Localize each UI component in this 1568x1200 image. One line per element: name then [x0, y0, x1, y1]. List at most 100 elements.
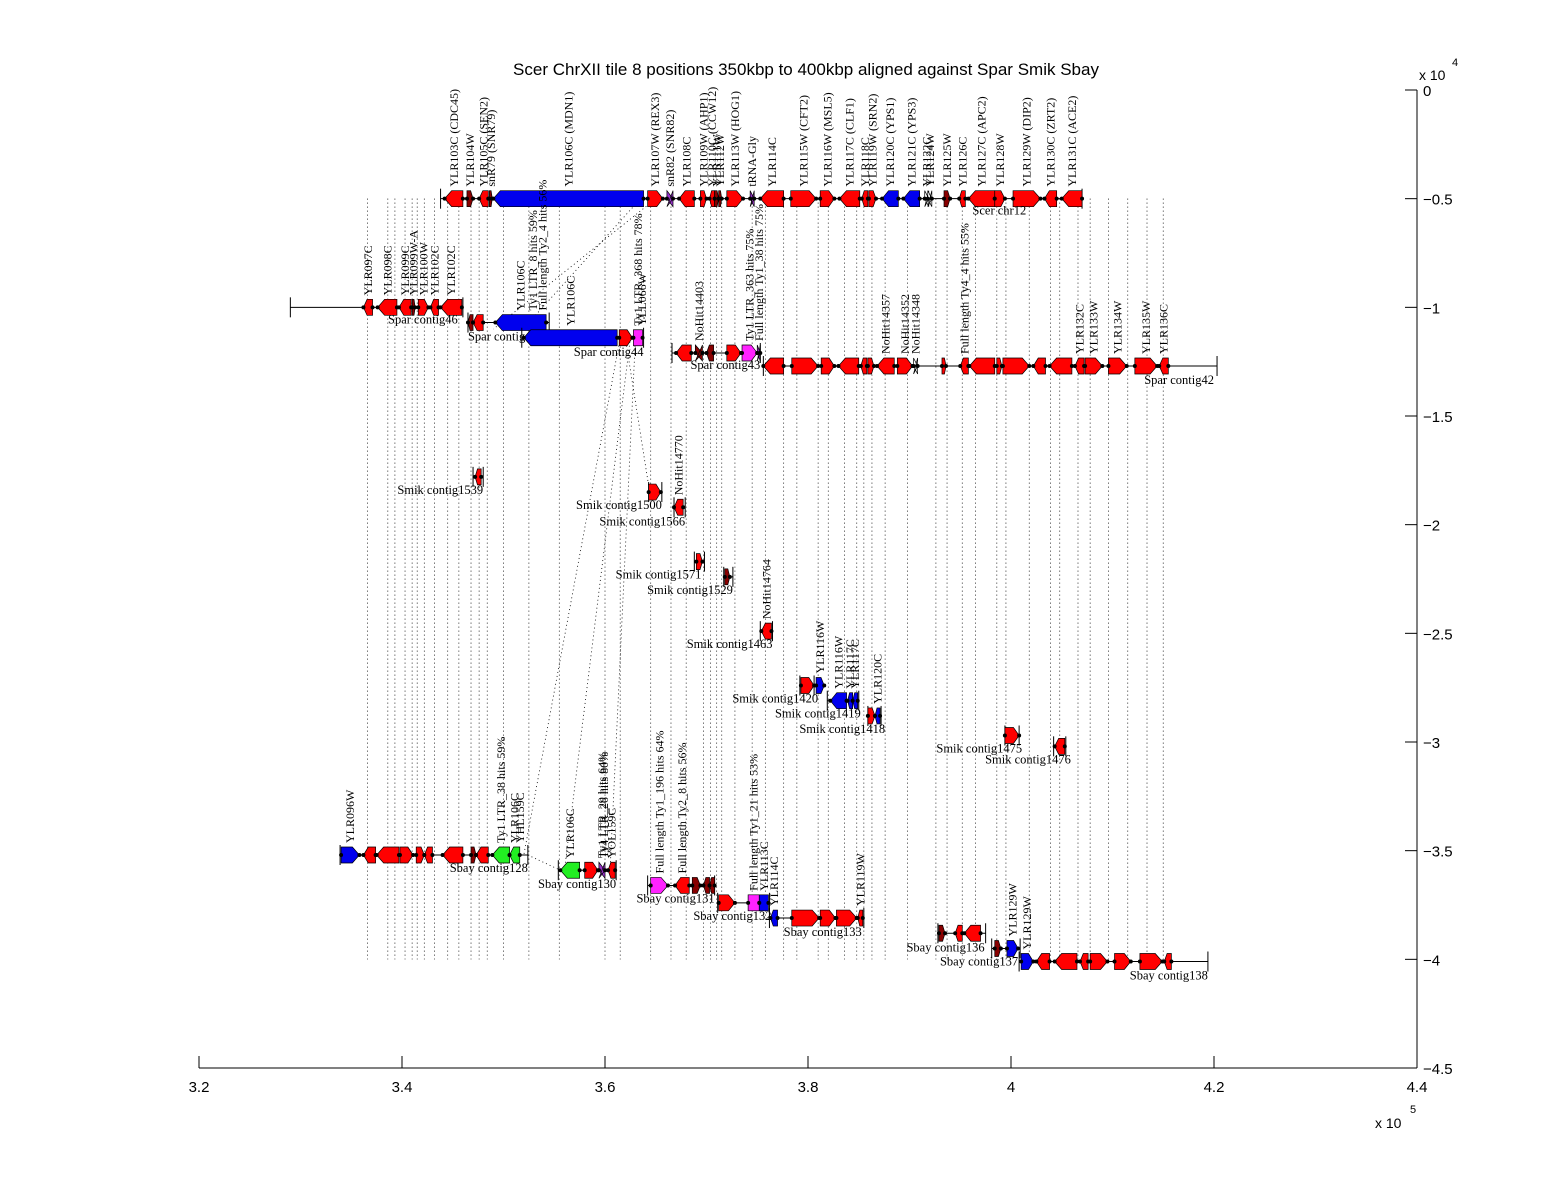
- x-multiplier: x 10: [1375, 1115, 1402, 1131]
- contig: NoHit14764 Smik contig1463: [687, 559, 774, 651]
- gene-label: NoHit14403: [692, 281, 706, 341]
- gene-label: YLR120C (YPS1): [883, 98, 897, 187]
- gene-end-marker: [1043, 364, 1048, 369]
- gene-label: YLR108C: [680, 137, 694, 187]
- gene-start-marker: [953, 931, 958, 936]
- gene-start-marker: [1031, 364, 1036, 369]
- gene-start-marker: [677, 196, 682, 201]
- gene-start-marker: [339, 853, 344, 858]
- gene-start-marker: [471, 320, 476, 325]
- gene-start-marker: [895, 364, 900, 369]
- contig-label: Spar contig46: [388, 312, 458, 326]
- gene-end-marker: [1069, 364, 1074, 369]
- gene-label: YLR126C: [955, 137, 969, 187]
- gene-end-marker: [1169, 959, 1174, 964]
- contig-label: Smik contig1566: [599, 514, 685, 528]
- gene-label: YLR131C (ACE2): [1065, 96, 1079, 187]
- gene-end-marker: [660, 196, 665, 201]
- contig: YLR097C YLR098C YLR099CYLR099W-AYLR100WYLR…: [289, 230, 464, 326]
- gene-start-marker: [865, 364, 870, 369]
- cross-link: [624, 337, 651, 493]
- contig: YLR114C YLR119W Sbay contig133: [767, 852, 867, 939]
- contig-label: Smik contig1420: [732, 691, 818, 705]
- gene-label: YLR113W (HOG1): [728, 91, 742, 187]
- gene-end-marker: [692, 196, 697, 201]
- gene-label: YLR130C (ZRT2): [1044, 98, 1058, 187]
- gene-start-marker: [693, 350, 698, 355]
- gene-start-marker: [761, 364, 766, 369]
- gene-label: YLR106C: [563, 276, 577, 326]
- gene-start-marker: [422, 853, 427, 858]
- gene-end-marker: [874, 196, 879, 201]
- gene-end-marker: [732, 900, 737, 905]
- gene-start-marker: [631, 335, 636, 340]
- gene-start-marker: [967, 364, 972, 369]
- gene-end-marker: [698, 883, 703, 888]
- gene-end-marker: [603, 868, 607, 873]
- gene-label: NoHit14348: [909, 294, 923, 354]
- gene-start-marker: [1011, 196, 1016, 201]
- gene-end-marker: [459, 305, 464, 310]
- gene-label: YLR118C: [858, 137, 872, 187]
- cross-link: [493, 198, 657, 330]
- gene-end-marker: [892, 364, 897, 369]
- gene-label: YLR133W: [1087, 300, 1101, 354]
- gene-start-marker: [850, 698, 855, 703]
- gene-arrow: [1089, 953, 1108, 970]
- gene-end-marker: [814, 196, 819, 201]
- gene-start-marker: [701, 883, 706, 888]
- gene-start-marker: [911, 364, 916, 369]
- gene-end-marker: [915, 364, 920, 369]
- gene-end-marker: [998, 946, 1003, 951]
- gene-end-marker: [727, 574, 732, 579]
- gene-label: Ty1 LTR_363 hits 75%: [743, 229, 757, 341]
- gene-start-marker: [1042, 196, 1047, 201]
- gene-label: YLR135W: [1139, 300, 1153, 354]
- gene-start-marker: [646, 490, 651, 495]
- gene-label: YLR117C: [848, 639, 862, 689]
- contig: Smik contig1475: [936, 725, 1022, 755]
- gene-arrow: [470, 846, 477, 864]
- contig-label: Sbay contig138: [1130, 969, 1208, 983]
- guide-lines: [367, 198, 1164, 960]
- gene-arrow: [902, 190, 921, 208]
- y-tick-label: −0.5: [1423, 192, 1453, 209]
- gene-end-marker: [479, 474, 484, 479]
- gene-end-marker: [704, 196, 709, 201]
- gene-start-marker: [1059, 196, 1064, 201]
- cross-link: [527, 854, 561, 871]
- gene-start-marker: [716, 196, 721, 201]
- gene-label: YLR113C: [757, 841, 771, 891]
- gene-label: NoHit14764: [759, 559, 773, 619]
- gene-label: YLR106C (MDN1): [561, 92, 575, 187]
- gene-start-marker: [414, 853, 419, 858]
- gene-end-marker: [1027, 364, 1032, 369]
- gene-start-marker: [1019, 959, 1024, 964]
- gene-start-marker: [942, 196, 947, 201]
- gene-start-marker: [855, 916, 860, 921]
- gene-arrow: [618, 329, 633, 347]
- gene-arrow: [868, 190, 877, 208]
- gene-start-marker: [704, 350, 709, 355]
- gene-label: YLR104W: [463, 133, 477, 187]
- gene-start-marker: [493, 320, 498, 325]
- gene-arrow: [726, 190, 744, 208]
- x-axis: 3.2 3.4 3.6 3.8 4 4.2 4.4 x 10 5: [189, 1056, 1427, 1131]
- gene-arrow: [724, 568, 731, 586]
- gene-end-marker: [681, 505, 686, 510]
- gene-label: YLR112W: [713, 133, 727, 187]
- gene-start-marker: [375, 305, 380, 310]
- gene-start-marker: [690, 883, 695, 888]
- gene-end-marker: [671, 196, 676, 201]
- gene-arrow: [494, 314, 547, 331]
- gene-arrow: [417, 298, 429, 316]
- contig: YLR120C Smik contig1418: [799, 654, 885, 736]
- gene-end-marker: [781, 196, 786, 201]
- gene-start-marker: [707, 196, 712, 201]
- gene-arrow: [650, 877, 669, 894]
- gene-start-marker: [469, 853, 474, 858]
- gene-start-marker: [490, 853, 495, 858]
- gene-label: YLR103C (CDC45): [447, 89, 461, 187]
- gene-end-marker: [832, 196, 837, 201]
- contig: Smik contig1539: [397, 466, 484, 497]
